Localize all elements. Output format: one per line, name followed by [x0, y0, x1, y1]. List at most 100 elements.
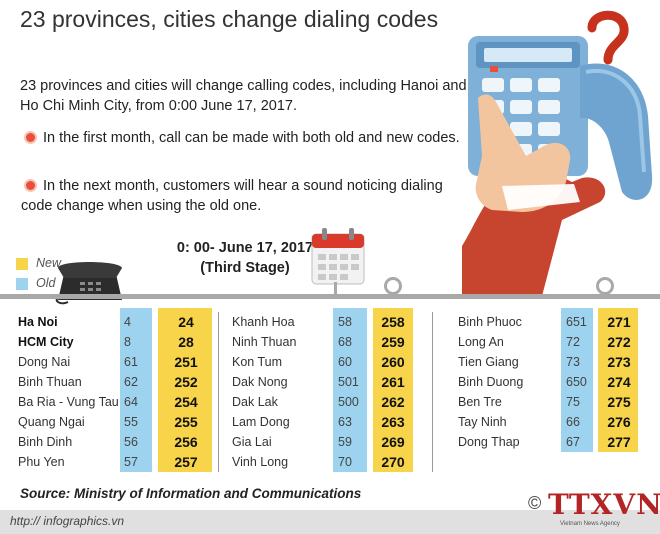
- new-code: 273: [607, 354, 631, 370]
- footer-bar: [0, 510, 660, 534]
- legend-old-label: Old: [36, 276, 56, 290]
- legend-new-swatch: [16, 258, 28, 270]
- new-code-column-bg: [373, 308, 413, 472]
- old-code: 8: [124, 335, 131, 349]
- stage-name: (Third Stage): [200, 260, 290, 276]
- new-code: 260: [381, 354, 405, 370]
- column-divider: [432, 312, 433, 472]
- old-code-column-bg: [561, 308, 593, 452]
- timeline-node: [384, 277, 402, 295]
- old-code-column-bg: [333, 308, 367, 472]
- page-title: 23 provinces, cities change dialing code…: [20, 6, 439, 32]
- province-name: Tay Ninh: [458, 415, 507, 429]
- province-name: Gia Lai: [232, 435, 272, 449]
- old-code: 67: [566, 435, 580, 449]
- province-name: Ha Noi: [18, 315, 58, 329]
- old-code: 650: [566, 375, 587, 389]
- legend-old-swatch: [16, 278, 28, 290]
- intro-text: 23 provinces and cities will change call…: [20, 78, 467, 114]
- old-code: 75: [566, 395, 580, 409]
- new-code: 261: [381, 374, 405, 390]
- logo-subtitle: Vietnam News Agency: [560, 521, 620, 527]
- province-name: Dak Nong: [232, 375, 288, 389]
- new-code: 272: [607, 334, 631, 350]
- province-name: Dong Thap: [458, 435, 520, 449]
- old-code: 70: [338, 455, 352, 469]
- new-code: 252: [174, 374, 198, 390]
- old-code: 72: [566, 335, 580, 349]
- bullet-dot-icon: [26, 133, 35, 142]
- province-name: Dong Nai: [18, 355, 71, 369]
- ttxvn-logo: TTXVN: [548, 488, 660, 521]
- bullet-dot-icon: [26, 181, 35, 190]
- old-code: 63: [338, 415, 352, 429]
- new-code: 255: [174, 414, 198, 430]
- new-code: 271: [607, 314, 631, 330]
- new-code: 275: [607, 394, 631, 410]
- new-code: 251: [174, 354, 198, 370]
- province-name: Lam Dong: [232, 415, 290, 429]
- old-code: 57: [124, 455, 138, 469]
- old-code: 4: [124, 315, 131, 329]
- timeline-node: [596, 277, 614, 295]
- province-name: Tien Giang: [458, 355, 519, 369]
- calendar-icon: [311, 228, 365, 285]
- old-code: 651: [566, 315, 587, 329]
- copyright-icon: ©: [528, 493, 542, 513]
- province-name: Quang Ngai: [18, 415, 85, 429]
- province-name: Binh Thuan: [18, 375, 82, 389]
- stage-date: 0: 00- June 17, 2017: [176, 240, 314, 256]
- old-code: 58: [338, 315, 352, 329]
- bullet-text: In the first month, call can be made wit…: [43, 130, 460, 146]
- old-code: 64: [124, 395, 138, 409]
- new-code-column-bg: [158, 308, 212, 472]
- province-name: Long An: [458, 335, 504, 349]
- bullet-text-line1: In the next month, customers will hear a…: [43, 178, 443, 194]
- phone-keypad-illustration: [462, 10, 653, 296]
- province-name: Binh Duong: [458, 375, 524, 389]
- province-name: Binh Phuoc: [458, 315, 522, 329]
- stage-label: 0: 00- June 17, 2017 (Third Stage): [170, 238, 320, 278]
- new-code: 276: [607, 414, 631, 430]
- province-name: Kon Tum: [232, 355, 283, 369]
- new-code: 262: [381, 394, 405, 410]
- old-code: 501: [338, 375, 359, 389]
- province-name: HCM City: [18, 335, 74, 349]
- new-code: 259: [381, 334, 405, 350]
- old-code: 55: [124, 415, 138, 429]
- legend-new-label: New: [36, 256, 62, 270]
- old-code: 59: [338, 435, 352, 449]
- new-code: 256: [174, 434, 198, 450]
- new-code: 274: [607, 374, 631, 390]
- province-name: Dak Lak: [232, 395, 278, 409]
- province-name: Ba Ria - Vung Tau: [18, 395, 119, 409]
- old-code: 500: [338, 395, 359, 409]
- timeline-stem: [334, 282, 337, 296]
- old-code-column-bg: [120, 308, 152, 472]
- old-code: 56: [124, 435, 138, 449]
- bullet-text-line2: code change when using the old one.: [21, 198, 262, 214]
- province-name: Phu Yen: [18, 455, 65, 469]
- new-code: 263: [381, 414, 405, 430]
- old-code: 66: [566, 415, 580, 429]
- old-code: 62: [124, 375, 138, 389]
- province-name: Ben Tre: [458, 395, 502, 409]
- new-code: 28: [178, 334, 194, 350]
- new-code: 270: [381, 454, 405, 470]
- new-code: 269: [381, 434, 405, 450]
- column-divider: [218, 312, 219, 472]
- source-note: Source: Ministry of Information and Comm…: [20, 486, 362, 501]
- old-code: 61: [124, 355, 138, 369]
- old-code: 73: [566, 355, 580, 369]
- new-code: 257: [174, 454, 198, 470]
- province-name: Ninh Thuan: [232, 335, 297, 349]
- website-link[interactable]: http:// infographics.vn: [10, 514, 125, 528]
- old-code: 60: [338, 355, 352, 369]
- new-code: 277: [607, 434, 631, 450]
- province-name: Binh Dinh: [18, 435, 73, 449]
- new-code: 254: [174, 394, 198, 410]
- province-name: Vinh Long: [232, 455, 289, 469]
- timeline-bar: [0, 294, 660, 299]
- new-code-column-bg: [598, 308, 638, 452]
- new-code: 24: [178, 314, 194, 330]
